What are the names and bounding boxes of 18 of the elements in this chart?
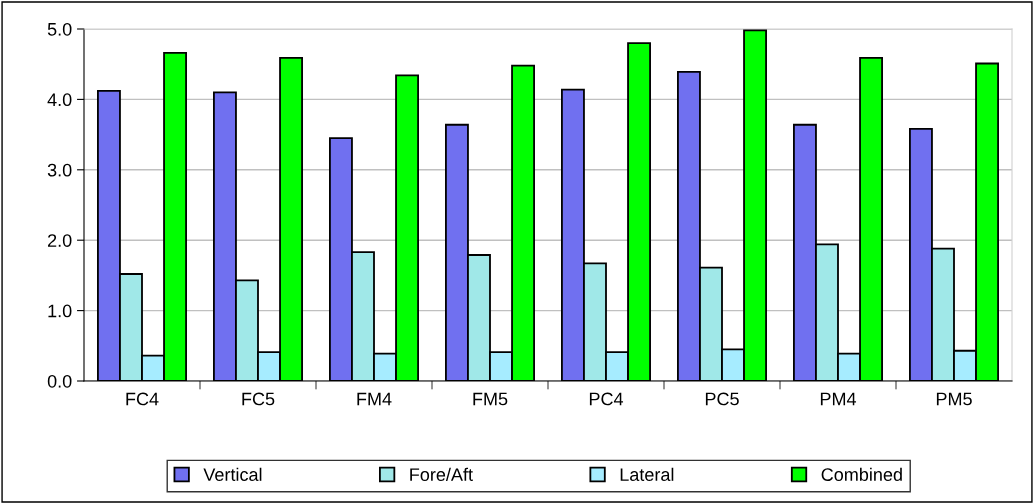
x-tick-label: PC4 (589, 392, 624, 406)
x-tick-label: PM4 (820, 392, 857, 406)
x-tick-label: FM5 (473, 392, 508, 406)
legend-label: Fore/Aft (410, 467, 473, 482)
x-tick-label: FM4 (357, 392, 392, 406)
x-tick-label: FC4 (126, 392, 159, 406)
legend-label: Combined (821, 467, 902, 482)
x-tick-label: PC5 (705, 392, 739, 406)
y-tick-label: 0.0 (47, 374, 72, 388)
y-tick-label: 1.0 (48, 304, 72, 318)
y-tick-label: 4.0 (47, 93, 72, 107)
y-tick-label: 2.0 (48, 234, 72, 247)
y-tick-label: 3.0 (47, 163, 72, 177)
legend-label: Lateral (620, 467, 674, 482)
x-tick-label: FC5 (242, 392, 275, 406)
x-tick-label: PM5 (936, 392, 972, 406)
y-tick-label: 5.0 (47, 22, 72, 36)
legend-label: Vertical (203, 467, 262, 482)
